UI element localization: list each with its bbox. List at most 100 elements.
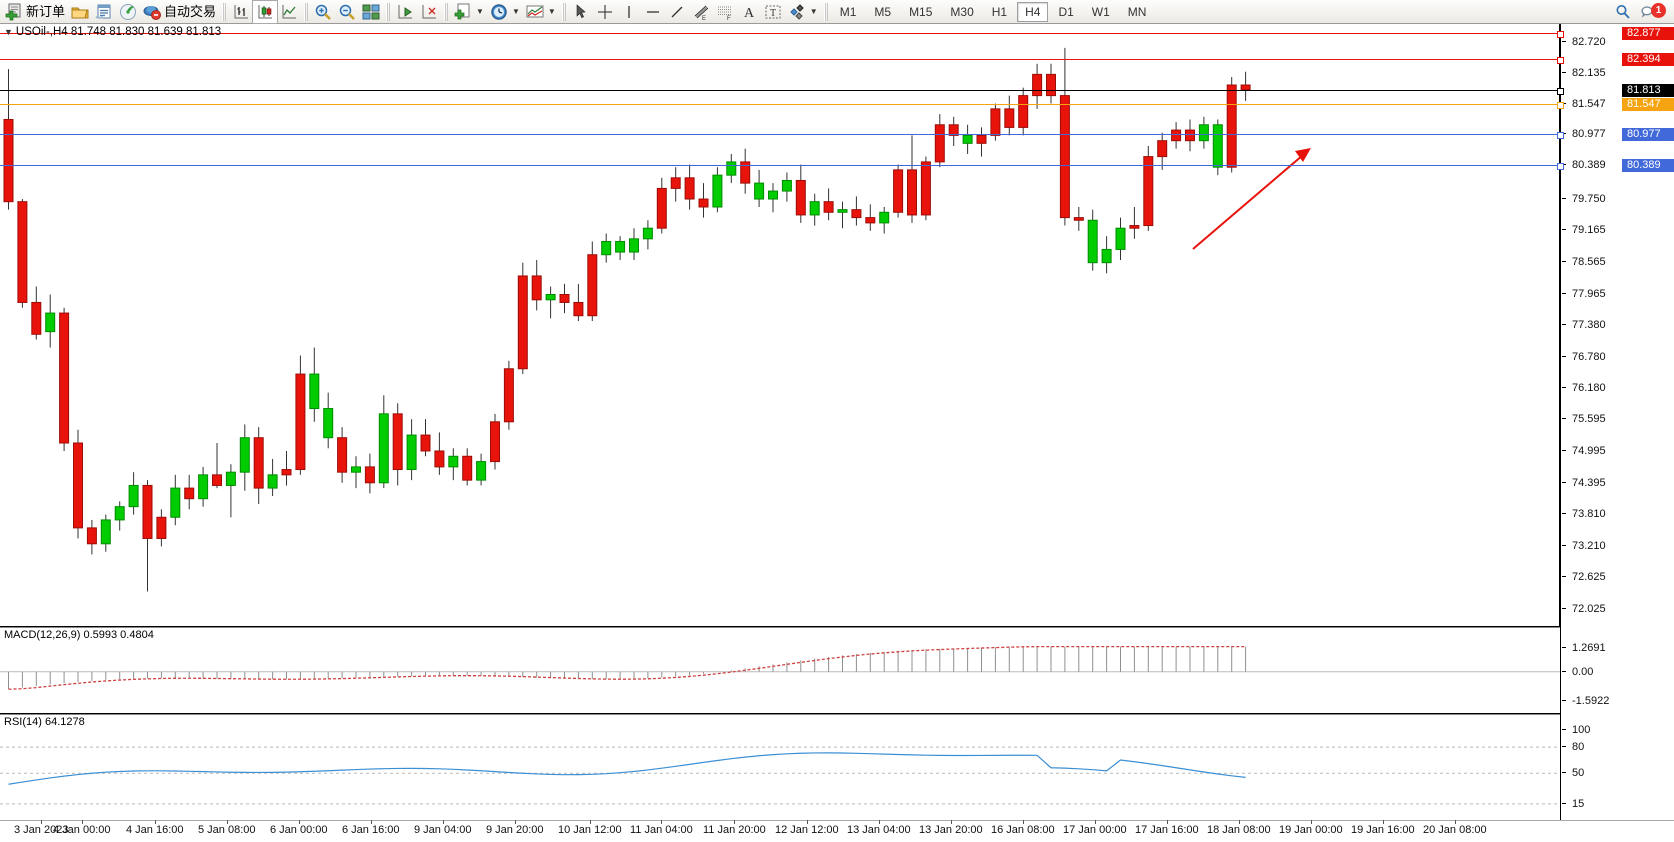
- entry-level-tag[interactable]: 81.547: [1622, 97, 1674, 111]
- macd-panel-divider: [0, 626, 1560, 628]
- macd-panel[interactable]: MACD(12,26,9) 0.5993 0.4804: [0, 628, 1560, 713]
- support-level-2[interactable]: [0, 163, 1564, 171]
- time-tick: 18 Jan 08:00: [1207, 820, 1271, 836]
- support-level-1[interactable]: [0, 131, 1564, 139]
- timeframe-m1[interactable]: M1: [839, 4, 857, 19]
- fibonacci-button[interactable]: F: [713, 1, 737, 23]
- price-tick: 76.180: [1562, 382, 1674, 394]
- toolbar-right-group: 1: [1614, 2, 1672, 21]
- line-chart-button[interactable]: [277, 1, 301, 23]
- timeframe-m15[interactable]: M15: [909, 4, 933, 19]
- rsi-panel[interactable]: RSI(14) 64.1278: [0, 715, 1560, 820]
- templates-button[interactable]: ▼: [523, 1, 559, 23]
- bar-chart-button[interactable]: [229, 1, 253, 23]
- zoom-out-button[interactable]: [335, 1, 359, 23]
- candlestick-chart-button[interactable]: [252, 0, 279, 24]
- text-label-button[interactable]: A: [737, 1, 761, 23]
- svg-text:E: E: [702, 16, 706, 21]
- vertical-line-button[interactable]: [617, 1, 641, 23]
- price-tick: 82.135: [1562, 67, 1674, 79]
- period-separators-button[interactable]: ▼: [487, 1, 523, 23]
- current-price-level[interactable]: [0, 87, 1564, 95]
- chart-window[interactable]: ▼ USOil-,H4 81.748 81.830 81.639 81.813 M…: [0, 24, 1674, 842]
- new-order-button[interactable]: 新订单: [2, 1, 68, 23]
- candlestick-icon: [256, 3, 274, 21]
- bar-chart-icon: [232, 3, 250, 21]
- rsi-label: RSI(14) 64.1278: [4, 716, 85, 728]
- time-tick: 4 Jan 00:00: [53, 820, 111, 836]
- current-price-level-tag[interactable]: 81.813: [1622, 83, 1674, 97]
- level-handle[interactable]: [1557, 131, 1564, 139]
- svg-text:A: A: [744, 6, 755, 21]
- chevron-down-icon[interactable]: ▼: [547, 7, 556, 16]
- price-axis[interactable]: 82.877 82.394 81.813 81.547 80.977 80.389 82.7…: [1560, 24, 1674, 820]
- timeframe-mn[interactable]: MN: [1127, 4, 1147, 19]
- take-profit-level-2-tag[interactable]: 82.394: [1622, 52, 1674, 66]
- timeframe-m5[interactable]: M5: [874, 4, 892, 19]
- time-tick: 11 Jan 20:00: [703, 820, 766, 836]
- timeframe-d1[interactable]: D1: [1058, 4, 1074, 19]
- toolbar-separator: [561, 2, 566, 21]
- rsi-series: [0, 746, 1560, 805]
- auto-trading-icon: [143, 3, 162, 21]
- toolbar-separator: [222, 2, 227, 21]
- chevron-down-icon[interactable]: ▼: [809, 7, 818, 16]
- entry-level[interactable]: [0, 101, 1564, 109]
- price-tick: 80.977: [1562, 128, 1674, 140]
- timeframe-w1[interactable]: W1: [1091, 4, 1110, 19]
- cursor-button[interactable]: [569, 1, 593, 23]
- chevron-down-icon[interactable]: ▼: [476, 7, 484, 16]
- timeframe-h4[interactable]: H4: [1017, 1, 1049, 22]
- level-handle[interactable]: [1557, 31, 1564, 39]
- clock-icon: [490, 3, 508, 21]
- take-profit-level-2[interactable]: [0, 56, 1564, 64]
- macd-tick: 0.00: [1562, 666, 1674, 678]
- add-indicator-button[interactable]: ▼: [451, 1, 487, 23]
- crosshair-button[interactable]: [593, 1, 617, 23]
- svg-text:T: T: [770, 8, 776, 19]
- metaeditor-button[interactable]: [92, 1, 116, 23]
- timeframe-h1[interactable]: H1: [991, 4, 1008, 19]
- rsi-tick: 100: [1562, 724, 1674, 736]
- notifications-icon[interactable]: 1: [1640, 2, 1666, 21]
- metaeditor-icon: [95, 3, 113, 21]
- search-icon[interactable]: [1614, 3, 1632, 21]
- rsi-panel-divider: [0, 713, 1560, 715]
- support-level-1-tag[interactable]: 80.977: [1622, 127, 1674, 141]
- macd-series: [0, 645, 1560, 690]
- signal-button[interactable]: [116, 1, 140, 23]
- channel-button[interactable]: E: [689, 1, 713, 23]
- rsi-tick: 50: [1562, 767, 1674, 779]
- price-plot-area[interactable]: ▼ USOil-,H4 81.748 81.830 81.639 81.813 M…: [0, 24, 1564, 820]
- text-box-button[interactable]: T: [761, 1, 785, 23]
- level-handle[interactable]: [1557, 87, 1564, 95]
- chevron-down-icon[interactable]: ▼: [511, 7, 520, 16]
- auto-trading-button[interactable]: 自动交易: [140, 1, 219, 23]
- time-axis[interactable]: 3 Jan 2023 4 Jan 00:00 4 Jan 16:00 5 Jan 08…: [0, 820, 1674, 842]
- trendline-button[interactable]: [665, 1, 689, 23]
- level-handle[interactable]: [1557, 56, 1564, 64]
- macd-tick: 1.2691: [1562, 642, 1674, 654]
- time-tick: 5 Jan 08:00: [198, 820, 256, 836]
- signal-icon: [119, 3, 137, 21]
- horizontal-line-button[interactable]: [641, 1, 665, 23]
- tile-windows-button[interactable]: [359, 1, 383, 23]
- take-profit-level-1-tag[interactable]: 82.877: [1622, 27, 1674, 41]
- time-tick: 19 Jan 16:00: [1351, 820, 1415, 836]
- cursor-icon: [572, 3, 590, 21]
- price-tick: 81.547: [1562, 98, 1674, 110]
- take-profit-level-1[interactable]: [0, 31, 1564, 39]
- level-handle[interactable]: [1557, 101, 1564, 109]
- auto-trading-label: 自动交易: [164, 4, 217, 19]
- chart-shift-button[interactable]: [417, 1, 441, 23]
- folder-button[interactable]: [68, 1, 92, 23]
- zoom-in-icon: [314, 3, 332, 21]
- collapse-triangle-icon[interactable]: ▼: [4, 26, 13, 37]
- shapes-button[interactable]: ▼: [785, 1, 821, 23]
- zoom-in-button[interactable]: [311, 1, 335, 23]
- time-tick: 17 Jan 00:00: [1063, 820, 1127, 836]
- level-handle[interactable]: [1557, 163, 1564, 171]
- auto-scroll-button[interactable]: [393, 1, 417, 23]
- timeframe-m30[interactable]: M30: [950, 4, 974, 19]
- support-level-2-tag[interactable]: 80.389: [1622, 159, 1674, 173]
